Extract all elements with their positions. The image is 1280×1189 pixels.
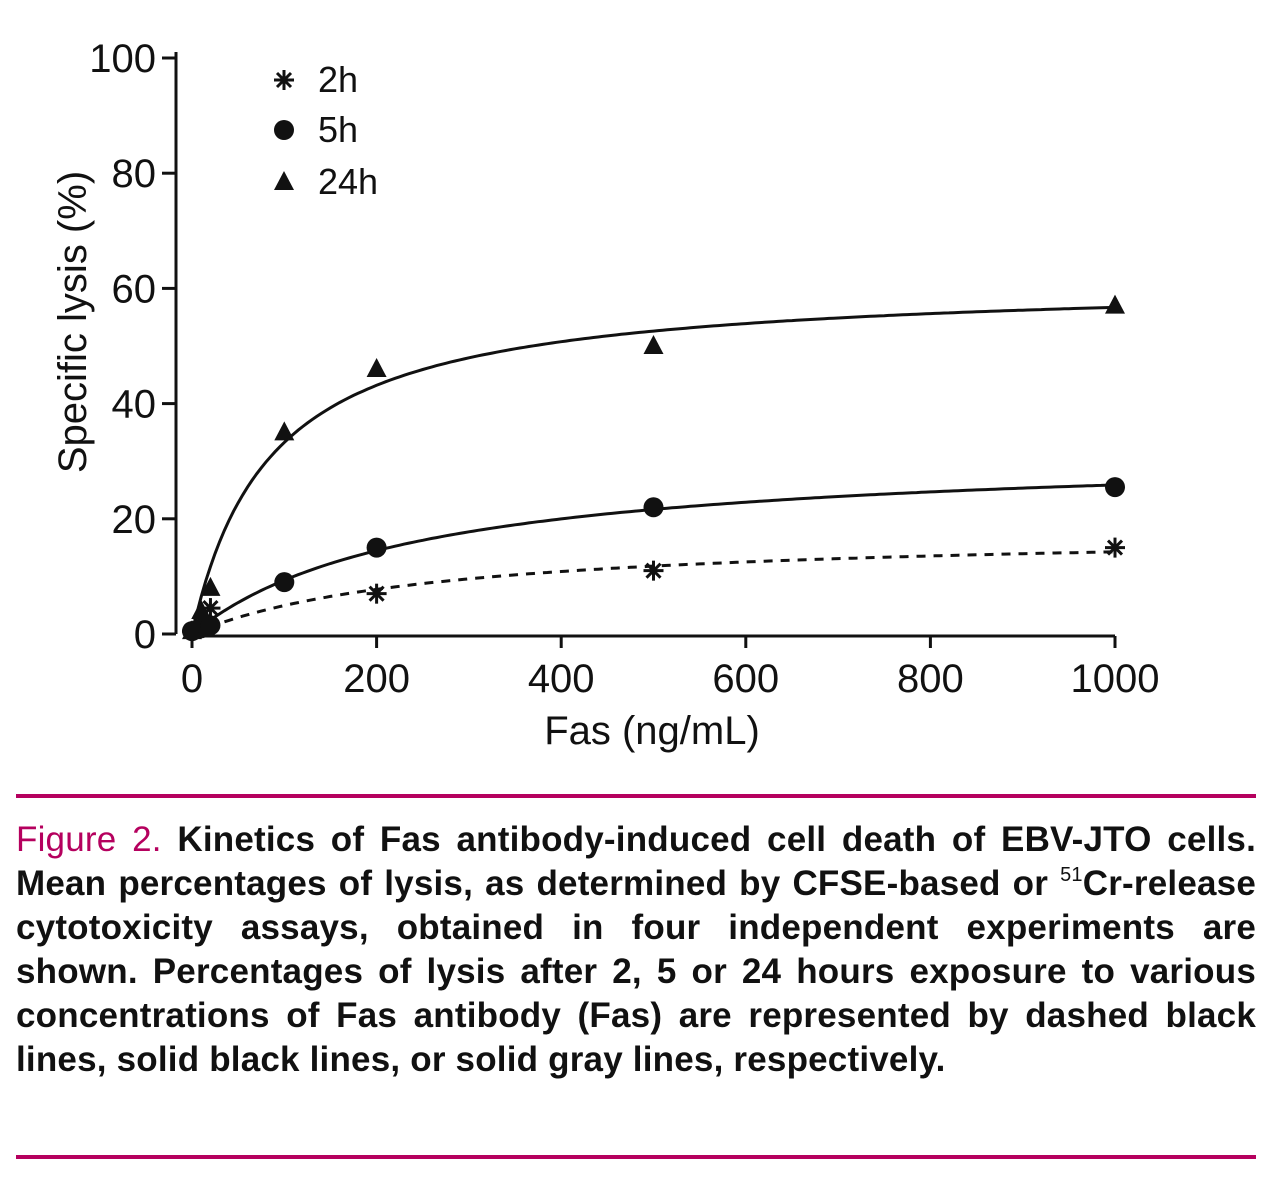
legend-marker-5h	[274, 120, 294, 140]
caption-superscript: 51	[1060, 864, 1083, 886]
point-2h	[643, 560, 664, 581]
point-5h	[1105, 477, 1125, 498]
legend-label: 24h	[318, 161, 378, 202]
x-tick-label: 0	[181, 657, 203, 701]
point-5h	[366, 537, 387, 558]
point-5h	[643, 497, 664, 518]
x-tick-label: 200	[343, 657, 410, 701]
series-line-24h	[190, 305, 1116, 632]
caption-rule-bottom	[16, 1155, 1256, 1159]
legend-label: 2h	[318, 59, 358, 100]
point-5h	[274, 572, 295, 593]
caption-text-1: Kinetics of Fas antibody-induced cell de…	[16, 820, 1257, 903]
point-24h	[366, 358, 387, 378]
x-tick-label: 800	[897, 657, 964, 701]
x-tick-label: 400	[528, 657, 595, 701]
point-2h	[366, 583, 387, 604]
legend-marker-24h	[274, 171, 294, 190]
legend: 2h 5h 24h	[274, 59, 378, 202]
y-tick-label: 100	[89, 37, 156, 81]
point-2h	[1105, 537, 1125, 558]
point-5h	[200, 615, 221, 636]
point-24h	[200, 576, 221, 596]
y-axis-label: Specific lysis (%)	[51, 171, 95, 473]
fitted-curves	[190, 305, 1116, 633]
point-24h	[191, 599, 212, 619]
y-tick-label: 0	[134, 613, 156, 657]
x-axis-label: Fas (ng/mL)	[544, 709, 760, 753]
legend-label: 5h	[318, 109, 358, 150]
x-tick-label: 600	[712, 657, 779, 701]
y-tick-label: 80	[112, 152, 157, 196]
point-24h	[1105, 294, 1125, 314]
point-24h	[643, 335, 664, 354]
y-tick-label: 20	[112, 498, 157, 542]
caption-rule-top	[16, 794, 1256, 798]
point-24h	[182, 620, 202, 640]
figure-caption: Figure 2. Kinetics of Fas antibody-induc…	[16, 818, 1256, 1082]
point-24h	[274, 421, 295, 441]
x-tick-label: 1000	[1071, 657, 1160, 701]
y-tick-label: 60	[112, 267, 157, 311]
data-markers	[182, 294, 1125, 642]
legend-marker-2h	[274, 70, 294, 90]
y-tick-label: 40	[112, 383, 157, 427]
figure-label: Figure 2.	[16, 820, 162, 859]
caption-text-2: Cr-release cytotoxicity assays, obtained…	[16, 864, 1256, 1079]
